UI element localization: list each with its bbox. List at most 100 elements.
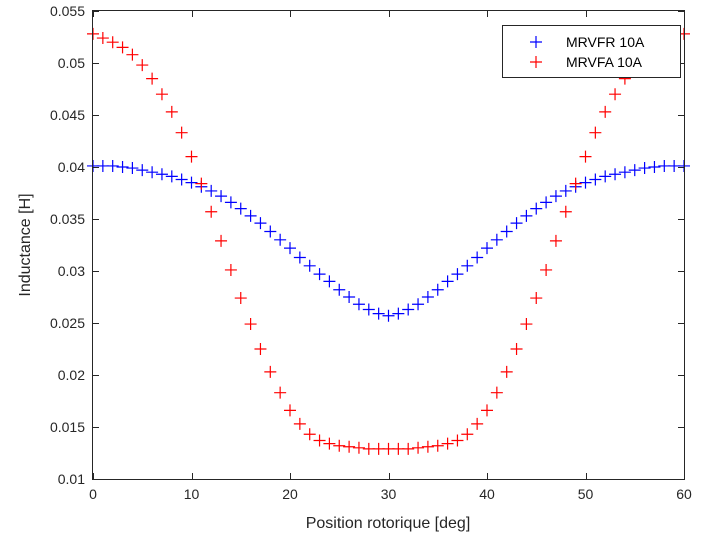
- data-point: [530, 292, 543, 305]
- data-point: [185, 176, 198, 189]
- data-point: [500, 365, 513, 378]
- data-point: [579, 176, 592, 189]
- x-tick-label: 20: [282, 486, 298, 502]
- data-point: [205, 184, 218, 197]
- series-layer: [87, 27, 690, 455]
- data-point: [352, 298, 365, 311]
- legend-box: [502, 25, 681, 78]
- data-point: [293, 417, 306, 430]
- data-point: [648, 161, 661, 173]
- data-point: [530, 202, 543, 215]
- ticks-layer: 0 10 20 30 40 50 60 0.01 0.015 0.02 0.025 0.03 0.035…: [50, 3, 692, 502]
- x-tick-label: 40: [479, 486, 495, 502]
- y-tick-label: 0.015: [50, 419, 85, 435]
- data-point: [155, 168, 168, 181]
- y-tick-label: 0.055: [50, 3, 85, 19]
- data-point: [323, 275, 336, 288]
- data-point: [116, 161, 129, 173]
- y-tick-label: 0.03: [58, 263, 85, 279]
- data-point: [333, 283, 346, 296]
- data-point: [441, 437, 454, 450]
- legend-label: MRVFA 10A: [566, 54, 643, 70]
- y-tick-label: 0.035: [50, 211, 85, 227]
- data-point: [589, 126, 602, 139]
- legend-marker: [530, 56, 542, 68]
- y-tick-label: 0.04: [58, 159, 85, 175]
- data-point: [136, 59, 149, 72]
- data-point: [224, 196, 237, 209]
- data-point: [244, 209, 257, 222]
- data-point: [520, 209, 533, 222]
- data-point: [343, 440, 356, 453]
- data-point: [284, 404, 296, 417]
- data-point: [510, 217, 523, 230]
- x-axis-label: Position rotorique [deg]: [306, 515, 471, 532]
- data-point: [481, 404, 493, 417]
- series-1: [87, 27, 690, 455]
- data-point: [421, 440, 434, 453]
- data-point: [352, 441, 365, 454]
- data-point: [126, 162, 139, 175]
- data-point: [234, 202, 247, 215]
- data-point: [313, 434, 326, 447]
- x-tick-label: 60: [676, 486, 692, 502]
- data-point: [549, 234, 562, 247]
- legend-marker: [530, 36, 542, 48]
- data-point: [175, 173, 188, 186]
- data-point: [461, 259, 474, 272]
- data-point: [215, 190, 228, 203]
- data-point: [244, 318, 257, 331]
- data-point: [343, 291, 356, 303]
- data-point: [451, 434, 464, 447]
- data-point: [224, 263, 237, 276]
- data-point: [274, 386, 287, 399]
- y-tick-label: 0.05: [58, 55, 85, 71]
- data-point: [333, 439, 346, 452]
- data-point: [569, 177, 582, 190]
- data-point: [392, 307, 405, 320]
- data-point: [165, 170, 178, 183]
- data-point: [609, 168, 622, 181]
- data-point: [402, 442, 415, 455]
- data-point: [264, 365, 277, 378]
- data-point: [264, 225, 277, 238]
- data-point: [589, 173, 602, 186]
- data-point: [323, 437, 336, 450]
- data-point: [628, 164, 641, 177]
- data-point: [284, 242, 296, 255]
- data-point: [431, 283, 444, 296]
- data-point: [441, 275, 454, 288]
- data-point: [559, 205, 572, 218]
- data-point: [185, 150, 198, 163]
- data-point: [471, 417, 484, 430]
- data-point: [540, 196, 553, 209]
- data-point: [490, 386, 503, 399]
- y-tick-label: 0.02: [58, 367, 85, 383]
- plot-frame: [92, 10, 685, 480]
- data-point: [126, 48, 139, 61]
- x-tick-label: 0: [89, 486, 97, 502]
- data-point: [609, 88, 622, 101]
- data-point: [293, 251, 306, 264]
- data-point: [559, 184, 572, 197]
- x-tick-label: 30: [381, 486, 397, 502]
- data-point: [549, 190, 562, 203]
- data-point: [195, 177, 208, 190]
- data-point: [402, 303, 415, 316]
- data-point: [234, 292, 247, 305]
- data-point: [510, 343, 523, 355]
- legend: MRVFR 10A MRVFA 10A: [502, 25, 681, 78]
- data-point: [461, 428, 474, 441]
- data-point: [106, 159, 119, 172]
- data-point: [96, 32, 109, 45]
- data-point: [500, 225, 513, 238]
- data-point: [362, 303, 375, 316]
- y-axis-label: Inductance [H]: [17, 193, 34, 296]
- data-point: [431, 439, 444, 452]
- data-point: [215, 234, 228, 247]
- data-point: [155, 88, 168, 101]
- series-0: [87, 159, 690, 322]
- data-point: [146, 166, 159, 179]
- data-point: [599, 105, 612, 118]
